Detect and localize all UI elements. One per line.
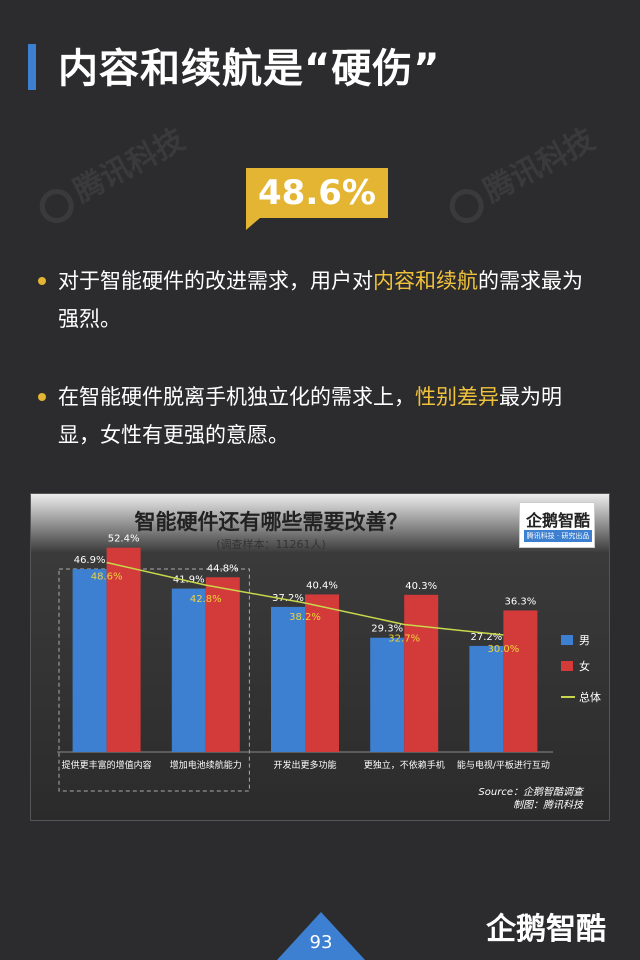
bar-male [72, 569, 107, 752]
highlight-box [58, 568, 250, 792]
brand-logo: 企鹅智酷 腾讯科技 · 研究出品 [519, 502, 595, 548]
logo-tagline: 腾讯科技 · 研究出品 [524, 530, 592, 542]
footer-brand: 企鹅智酷 [486, 912, 606, 947]
stat-badge-tail [246, 218, 260, 230]
bar-female [404, 594, 439, 752]
line-total [106, 561, 504, 636]
logo-name: 企鹅智酷 [525, 511, 590, 530]
category-label: 能与电视/平板进行互动 [457, 759, 550, 771]
category-label: 开发出更多功能 [273, 759, 336, 771]
data-label-total: 30.0% [488, 644, 520, 655]
data-label-female: 36.3% [505, 596, 537, 607]
chart-subtitle: (调查样本：11261人) [216, 538, 326, 551]
bullet-item: 在智能硬件脱离手机独立化的需求上，性别差异最为明显，女性有更强的意愿。 [38, 378, 598, 454]
legend-label: 男 [579, 634, 590, 647]
bar-male [469, 645, 504, 752]
data-label-male: 37.2% [272, 593, 304, 604]
bar-female [305, 594, 339, 752]
chart-panel: 智能硬件还有哪些需要改善？ (调查样本：11261人) 企鹅智酷 腾讯科技 · … [30, 493, 610, 821]
page-number-badge [277, 912, 365, 960]
category-label: 更独立，不依赖手机 [364, 759, 445, 771]
data-label-female: 44.8% [207, 563, 239, 574]
page-number: 93 [309, 932, 333, 953]
bullet-dot [38, 277, 46, 285]
legend-swatch [561, 661, 573, 671]
data-label-male: 27.2% [471, 632, 503, 643]
data-label-female: 40.4% [306, 580, 338, 591]
title-accent-bar [28, 44, 36, 90]
category-label: 增加电池续航能力 [170, 759, 242, 771]
bar-male [171, 588, 206, 752]
data-label-total: 48.6% [91, 571, 123, 582]
data-label-male: 41.9% [173, 575, 205, 586]
data-label-male: 46.9% [74, 555, 106, 566]
bullet-dot [38, 393, 46, 401]
bar-female [106, 547, 141, 752]
data-label-total: 42.8% [190, 594, 222, 605]
category-label: 提供更丰富的增值内容 [62, 759, 152, 771]
legend-swatch [561, 635, 573, 645]
watermark: 腾讯科技 [29, 115, 191, 229]
data-label-male: 29.3% [371, 624, 403, 635]
bar-male [370, 637, 405, 752]
data-label-female: 52.4% [108, 534, 140, 545]
legend-label: 女 [579, 659, 590, 673]
page-title: 内容和续航是“硬伤” [58, 46, 441, 92]
chart-title: 智能硬件还有哪些需要改善？ [134, 510, 408, 534]
legend-label: 总体 [579, 690, 601, 704]
highlight-text: 性别差异 [415, 385, 499, 409]
highlight-text: 内容和续航 [373, 269, 478, 293]
stat-badge: 48.6% [246, 168, 388, 218]
watermark: 腾讯科技 [439, 115, 601, 229]
bar-male [271, 606, 305, 752]
data-label-total: 32.7% [388, 633, 420, 644]
data-label-total: 38.2% [289, 612, 321, 623]
data-label-female: 40.3% [405, 581, 437, 592]
bar-female [205, 577, 240, 752]
bullet-item: 对于智能硬件的改进需求，用户对内容和续航的需求最为强烈。 [38, 262, 598, 338]
bar-female [503, 610, 538, 752]
bar-chart: 46.9%52.4% 提供更丰富的增值内容 41.9%44.8% 增加电池续航能力 37… [57, 534, 601, 792]
chart-source: Source：企鹅智酷调查 制图：腾讯科技 [478, 787, 583, 811]
